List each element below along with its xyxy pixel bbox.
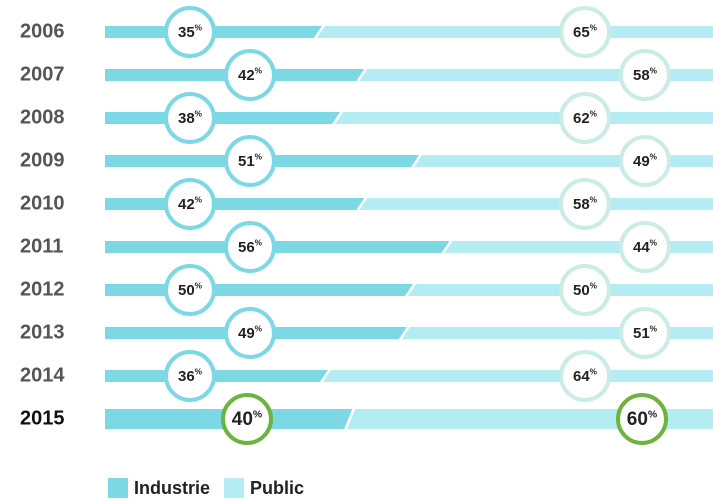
label-badge [619,135,671,187]
value-label: 44% [633,239,658,256]
label-badge [224,307,276,359]
legend-label: Industrie [134,478,210,498]
label-badge [224,221,276,273]
label-badge [559,178,611,230]
value-label: 49% [633,153,658,170]
value-label: 60% [627,409,657,430]
label-badge [164,178,216,230]
y-tick-label: 2015 [20,407,65,429]
value-label: 62% [573,110,598,127]
bar-segment [105,112,341,124]
y-tick-label: 2013 [20,321,65,343]
value-label: 42% [238,67,263,84]
label-badge [164,350,216,402]
legend-swatch [224,478,245,498]
label-badge [224,49,276,101]
y-tick-label: 2012 [20,278,65,300]
label-badge [559,264,611,316]
bar-segment [105,284,413,296]
value-label: 50% [178,282,203,299]
bar-segment [316,26,713,38]
value-label: 58% [633,67,658,84]
y-tick-label: 2011 [20,235,63,257]
y-tick-label: 2007 [20,63,65,85]
label-badge [619,307,671,359]
value-label: 50% [573,282,598,299]
label-badge [559,92,611,144]
label-badge [559,350,611,402]
value-label: 38% [178,110,203,127]
value-label: 65% [573,24,598,41]
y-tick-label: 2008 [20,106,65,128]
label-badge [164,264,216,316]
bar-segment [322,370,713,382]
label-badge [616,393,668,445]
y-tick-label: 2009 [20,149,65,171]
bar-segment [105,241,450,253]
value-label: 42% [178,196,203,213]
label-badge [164,6,216,58]
value-label: 56% [238,239,263,256]
value-label: 36% [178,368,203,385]
label-badge [224,135,276,187]
bar-segment [444,241,713,253]
label-badge [221,393,273,445]
label-badge [164,92,216,144]
bar-segment [359,198,713,210]
value-label: 58% [573,196,598,213]
value-label: 64% [573,368,598,385]
y-tick-label: 2014 [20,364,65,386]
y-tick-label: 2006 [20,20,65,42]
label-badge [559,6,611,58]
value-label: 49% [238,325,263,342]
value-label: 51% [633,325,658,342]
value-label: 35% [178,24,203,41]
value-label: 40% [232,409,262,430]
bar-segment [105,370,328,382]
label-badge [619,49,671,101]
value-label: 51% [238,153,263,170]
legend-swatch [108,478,128,498]
bar-segment [335,112,713,124]
bar-segment [105,198,365,210]
label-badge [619,221,671,273]
legend-label: Public [250,478,304,498]
y-tick-label: 2010 [20,192,65,214]
